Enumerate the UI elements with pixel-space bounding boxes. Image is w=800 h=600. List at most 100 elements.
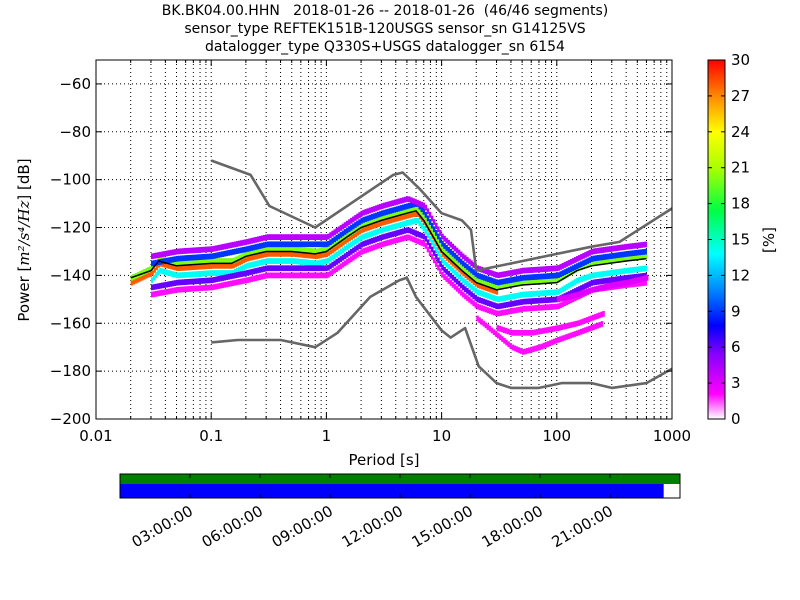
heatmap-cell: [403, 227, 407, 234]
heatmap-cell: [269, 250, 273, 257]
heatmap-cell: [585, 317, 589, 323]
heatmap-cell: [250, 245, 253, 251]
heatmap-cell: [306, 241, 309, 248]
heatmap-cell: [474, 276, 478, 282]
heatmap-cell: [441, 233, 444, 240]
heatmap-cell: [495, 295, 498, 302]
heatmap-cell: [619, 268, 623, 275]
heatmap-cell: [376, 242, 380, 249]
heatmap-cell: [540, 304, 544, 311]
heatmap-cell: [501, 309, 504, 316]
heatmap-cell: [412, 218, 415, 225]
heatmap-cell: [513, 276, 517, 283]
heatmap-cell: [466, 264, 469, 270]
heatmap-cell: [399, 229, 403, 235]
heatmap-cell: [482, 291, 486, 298]
heatmap-cell: [221, 275, 224, 281]
heatmap-cell: [594, 272, 598, 278]
heatmap-cell: [289, 272, 293, 279]
heatmap-cell: [179, 255, 183, 262]
heatmap-cell: [327, 250, 331, 256]
heatmap-cell: [292, 251, 295, 257]
heatmap-cell: [364, 247, 368, 254]
heatmap-cell: [611, 276, 614, 283]
heatmap-cell: [258, 235, 262, 242]
heatmap-cell: [629, 267, 633, 274]
heatmap-cell: [231, 273, 235, 279]
heatmap-cell: [302, 247, 306, 254]
heatmap-cell: [571, 321, 574, 328]
heatmap-cell: [526, 347, 529, 354]
heatmap-cell: [350, 224, 353, 231]
heatmap-cell: [563, 334, 566, 341]
heatmap-cell: [629, 250, 633, 257]
heatmap-cell: [238, 240, 241, 247]
heatmap-cell: [150, 284, 154, 291]
heatmap-cell: [171, 271, 175, 277]
heatmap-cell: [356, 237, 359, 244]
heatmap-cell: [598, 312, 601, 319]
y-tick-label: −180: [50, 362, 91, 380]
heatmap-cell: [327, 257, 330, 264]
heatmap-cell: [640, 266, 643, 272]
heatmap-cell: [157, 290, 160, 297]
heatmap-cell: [308, 234, 312, 240]
heatmap-cell: [358, 228, 362, 235]
heatmap-cell: [503, 278, 506, 285]
heatmap-cell: [240, 253, 244, 260]
heatmap-cell: [580, 261, 583, 267]
heatmap-cell: [379, 215, 382, 222]
heatmap-cell: [240, 271, 243, 278]
heatmap-cell: [528, 298, 531, 305]
heatmap-cell: [549, 277, 553, 284]
heatmap-cell: [437, 250, 440, 257]
heatmap-cell: [617, 276, 620, 282]
heatmap-cell: [567, 333, 570, 340]
heatmap-cell: [387, 239, 390, 246]
heatmap-cell: [588, 325, 591, 332]
heatmap-cell: [556, 296, 560, 303]
heatmap-cell: [213, 245, 216, 252]
heatmap-cell: [223, 258, 227, 264]
heatmap-cell: [223, 243, 227, 250]
heatmap-cell: [596, 255, 600, 261]
heatmap-cell: [420, 201, 424, 208]
heatmap-cell: [141, 274, 144, 281]
heatmap-cell: [399, 197, 403, 204]
heatmap-cell: [435, 229, 438, 236]
heatmap-cell: [578, 262, 581, 268]
heatmap-cell: [567, 294, 570, 300]
heatmap-cell: [269, 246, 273, 252]
heatmap-cell: [611, 253, 614, 259]
heatmap-cell: [542, 273, 546, 280]
heatmap-cell: [593, 260, 596, 267]
heatmap-cell: [161, 289, 164, 296]
heatmap-cell: [219, 244, 222, 251]
heatmap-cell: [573, 292, 576, 299]
heatmap-cell: [517, 275, 521, 282]
heatmap-cell: [213, 258, 217, 264]
heatmap-cell: [356, 251, 359, 258]
heatmap-cell: [219, 282, 222, 289]
colorbar-tick-label: 18: [731, 195, 750, 213]
heatmap-cell: [294, 251, 297, 258]
heatmap-cell: [449, 265, 453, 272]
heatmap-cell: [424, 211, 428, 218]
heatmap-cell: [492, 329, 496, 336]
heatmap-cell: [132, 278, 136, 285]
heatmap-cell: [352, 227, 356, 234]
heatmap-cell: [506, 328, 510, 335]
heatmap-cell: [225, 281, 229, 288]
heatmap-cell: [505, 278, 509, 284]
heatmap-cell: [549, 304, 552, 310]
heatmap-cell: [198, 271, 202, 277]
colorbar-tick-label: 0: [731, 410, 741, 428]
heatmap-cell: [379, 227, 382, 234]
heatmap-cell: [605, 258, 609, 265]
heatmap-cell: [200, 246, 204, 253]
heatmap-cell: [184, 279, 187, 285]
heatmap-cell: [194, 285, 197, 292]
heatmap-cell: [464, 267, 468, 274]
heatmap-cell: [254, 268, 258, 274]
heatmap-cell: [410, 219, 413, 225]
